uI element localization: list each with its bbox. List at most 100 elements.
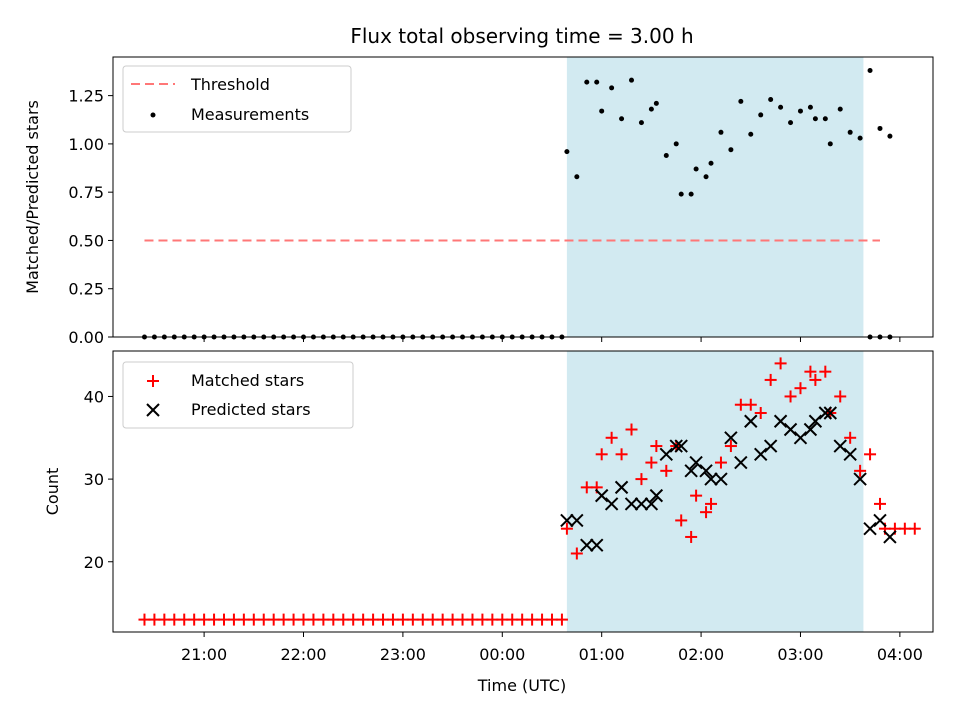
matched-star-point — [690, 489, 703, 502]
predicted-star-marker-b — [724, 431, 738, 445]
measurement-point — [822, 116, 828, 122]
matched-star-point — [605, 431, 618, 444]
predicted-star-marker-b — [773, 414, 788, 428]
predicted-star-marker-b — [833, 439, 847, 453]
predicted-star-point — [734, 455, 748, 470]
predicted-star-marker-b — [674, 439, 688, 453]
predicted-star-point — [704, 472, 718, 486]
measurement-point — [564, 149, 570, 155]
predicted-star-point — [863, 521, 877, 536]
matched-star-point — [560, 522, 573, 535]
predicted-star-marker-b — [699, 464, 713, 478]
predicted-star-point — [714, 472, 728, 486]
ratio-y-tick-label: 1.00 — [68, 135, 104, 154]
observing-window-top — [566, 57, 864, 337]
predicted-star-marker-b — [808, 414, 823, 428]
predicted-star-marker-b — [803, 422, 818, 437]
legend-threshold-label: Threshold — [190, 75, 270, 94]
predicted-star-point — [570, 513, 584, 528]
count-legend: Matched stars Predicted stars — [122, 361, 354, 429]
time-x-tick-label: 04:00 — [877, 645, 923, 664]
ratio-y-tick-label: 0.75 — [68, 183, 104, 202]
matched-star-point — [595, 448, 608, 461]
measurement-point — [584, 79, 590, 85]
predicted-star-point — [644, 497, 659, 511]
matched-star-point — [784, 390, 797, 403]
predicted-star-point — [823, 406, 838, 420]
time-x-tick-label: 02:00 — [678, 645, 724, 664]
measurement-point — [609, 85, 615, 91]
predicted-star-marker-b — [684, 464, 698, 478]
predicted-star-marker-b — [624, 497, 639, 511]
matched-star-point — [555, 613, 568, 626]
predicted-star-marker-b — [590, 538, 604, 552]
predicted-star-point — [684, 464, 698, 478]
matched-star-point — [570, 547, 583, 560]
predicted-star-point — [614, 480, 629, 495]
matched-star-point — [764, 373, 777, 386]
measurement-point — [768, 96, 774, 102]
predicted-star-point — [669, 439, 683, 453]
predicted-star-point — [833, 439, 847, 453]
predicted-star-marker-b — [560, 513, 574, 528]
matched-star-point — [794, 382, 807, 395]
predicted-star-point — [744, 414, 758, 428]
predicted-star-point — [689, 455, 703, 470]
measurement-point — [807, 104, 813, 110]
predicted-star-marker-b — [823, 406, 838, 420]
predicted-star-point — [724, 431, 738, 445]
count-y-tick-label: 20 — [84, 553, 104, 572]
measurement-point — [738, 98, 744, 104]
measurement-point — [574, 174, 580, 180]
predicted-star-point — [773, 414, 788, 428]
measurement-point — [857, 135, 863, 141]
predicted-star-marker-b — [634, 497, 649, 511]
matched-star-point — [724, 440, 737, 453]
predicted-star-point — [604, 497, 619, 511]
predicted-star-marker-b — [604, 497, 619, 511]
predicted-stars-points — [560, 406, 897, 552]
time-x-tick-label: 01:00 — [579, 645, 625, 664]
predicted-star-marker-b — [763, 439, 778, 453]
predicted-star-marker-b — [734, 455, 748, 470]
measurement-point — [688, 191, 694, 197]
measurement-point — [748, 131, 754, 137]
predicted-star-point — [624, 497, 639, 511]
ratio-plot-frame — [112, 56, 934, 338]
matched-star-point — [809, 373, 822, 386]
predicted-star-point — [763, 439, 778, 453]
measurement-point — [648, 106, 654, 112]
predicted-star-point — [634, 497, 649, 511]
predicted-star-marker-b — [714, 472, 728, 486]
predicted-star-point — [793, 431, 808, 445]
ratio-y-tick-label: 1.25 — [68, 87, 104, 106]
matched-star-point — [864, 448, 877, 461]
matched-star-point — [650, 440, 663, 453]
matched-star-point — [714, 456, 727, 469]
predicted-star-point — [803, 422, 818, 437]
predicted-star-marker-b — [689, 455, 703, 470]
measurement-point — [827, 141, 833, 147]
predicted-star-marker-b — [783, 422, 798, 437]
time-x-tick-label: 23:00 — [380, 645, 426, 664]
predicted-star-marker-b — [594, 488, 609, 503]
predicted-star-marker-b — [614, 480, 629, 495]
predicted-star-marker-b — [818, 406, 833, 420]
predicted-star-marker-b — [883, 530, 897, 544]
matched-star-point — [819, 365, 832, 378]
measurement-point — [877, 125, 883, 131]
ratio-y-tick-label: 0.00 — [68, 328, 104, 347]
measurement-point — [673, 141, 679, 147]
predicted-star-marker-b — [754, 447, 768, 462]
matched-star-point — [685, 530, 698, 543]
measurement-point — [703, 174, 709, 180]
predicted-star-point — [580, 538, 594, 552]
measurement-point — [594, 79, 600, 85]
matched-star-point — [854, 464, 867, 477]
ratio-y-axis: 0.00 0.25 0.50 0.75 1.00 1.25 — [68, 87, 113, 347]
matched-star-point — [705, 497, 718, 510]
matched-star-point — [834, 390, 847, 403]
predicted-star-marker-b — [669, 439, 683, 453]
predicted-star-marker-b — [744, 414, 758, 428]
